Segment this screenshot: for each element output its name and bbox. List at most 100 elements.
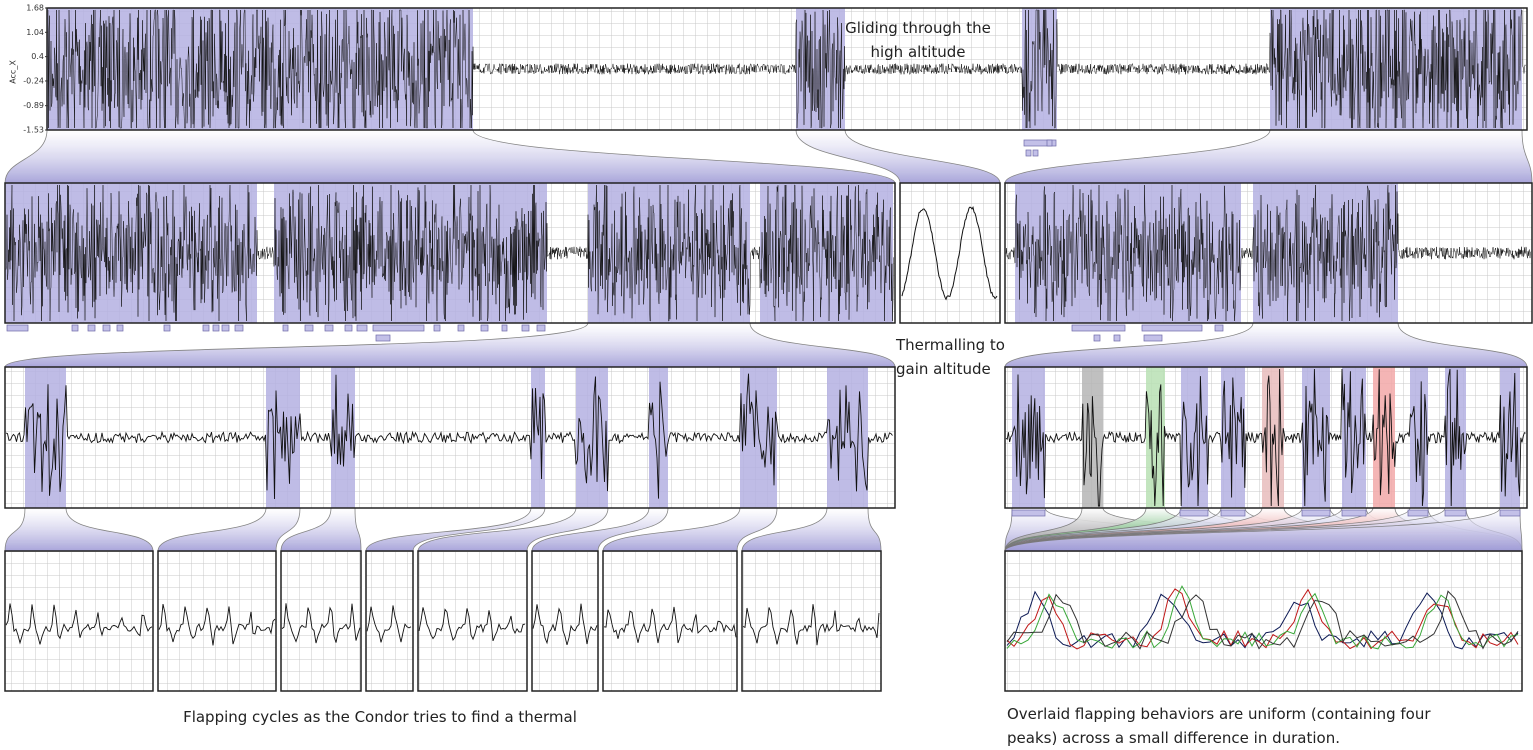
panel-frame [1004, 182, 1533, 324]
zoom-funnel [157, 507, 301, 552]
segment-marker [433, 324, 441, 332]
signal [47, 9, 1526, 129]
segment-marker [1071, 324, 1126, 332]
segment-marker [1025, 149, 1032, 157]
highlight [1410, 367, 1428, 508]
segment-marker [521, 324, 530, 332]
segment-marker [1214, 324, 1224, 332]
panel-frame [365, 550, 414, 692]
y-tick-label: -1.53 [23, 126, 44, 135]
panel-frame [602, 550, 738, 692]
signal [5, 373, 893, 500]
signal [1005, 184, 1531, 322]
segment-marker [212, 324, 220, 332]
segment-marker [1011, 509, 1046, 517]
annotation: high altitude [870, 43, 965, 61]
segment-marker [1444, 509, 1467, 517]
panel-grid [366, 551, 413, 691]
segment-marker [344, 324, 353, 332]
zoom-funnel [4, 322, 896, 368]
segment-marker [1179, 509, 1209, 517]
segment-marker [1023, 139, 1057, 147]
zoom-funnel [4, 129, 896, 184]
segment-marker [202, 324, 210, 332]
overlay-signal [1006, 590, 1519, 650]
signal [158, 604, 276, 646]
highlight [25, 367, 66, 508]
y-tick-label: 0.4 [31, 52, 44, 61]
panel-grid [1005, 551, 1522, 691]
overlay-signal [1006, 585, 1519, 650]
annotation: Overlaid flapping behaviors are uniform … [1007, 705, 1431, 723]
segment-marker [1093, 334, 1101, 342]
signal [532, 603, 598, 646]
y-tick-label: -0.24 [23, 76, 44, 85]
segment-marker [1301, 509, 1331, 517]
zoom-funnel [1004, 507, 1523, 552]
segment-marker [234, 324, 244, 332]
highlight [576, 367, 608, 508]
panel-frame [4, 182, 896, 324]
segment-marker [324, 324, 334, 332]
segment-marker [1143, 334, 1163, 342]
segment-marker [87, 324, 96, 332]
signal [603, 606, 737, 644]
segment-marker [163, 324, 171, 332]
segment-marker [536, 324, 546, 332]
y-tick-label: 1.68 [26, 4, 44, 13]
annotation: peaks) across a small difference in dura… [1007, 729, 1340, 747]
panel-grid [418, 551, 527, 691]
signal [1005, 368, 1526, 507]
signal [418, 607, 526, 642]
segment-marker [1341, 509, 1367, 517]
panel-grid [158, 551, 276, 691]
segment-marker [501, 324, 508, 332]
panel-frame [531, 550, 599, 692]
segment-marker [1032, 149, 1039, 157]
annotation: Gliding through the [845, 19, 991, 37]
signal [5, 184, 894, 322]
signal [742, 604, 880, 646]
segment-marker [71, 324, 79, 332]
highlight [649, 367, 668, 508]
segment-marker [1141, 324, 1203, 332]
segment-marker [6, 324, 29, 332]
panel-grid [603, 551, 737, 691]
signal [281, 603, 361, 644]
signal [5, 603, 153, 645]
segment-marker [116, 324, 124, 332]
highlight [1146, 367, 1165, 508]
y-axis-label: Acc_X [9, 60, 18, 84]
overlay-signal [1006, 590, 1519, 650]
segment-marker [304, 324, 314, 332]
segment-marker [221, 324, 230, 332]
panels [4, 7, 1533, 692]
signal [901, 205, 998, 301]
zoom-funnel [4, 507, 154, 552]
segment-marker [356, 324, 368, 332]
funnels [4, 129, 1533, 552]
annotation: Thermalling to [895, 336, 1005, 354]
annotation: gain altitude [896, 360, 991, 378]
segment-marker [1046, 139, 1053, 147]
panel-frame [4, 550, 154, 692]
annotation: Flapping cycles as the Condor tries to f… [183, 708, 577, 726]
segment-marker [480, 324, 489, 332]
panel-grid [900, 183, 1000, 323]
panel-frame [417, 550, 528, 692]
panel-frame [1004, 550, 1523, 692]
panel-frame [741, 550, 882, 692]
zoom-funnel [1004, 129, 1533, 184]
panel-frame [280, 550, 362, 692]
panel-frame [899, 182, 1001, 324]
y-tick-label: 1.04 [26, 28, 44, 37]
segment-marker [1407, 509, 1429, 517]
segment-marker [1113, 334, 1121, 342]
y-tick-label: -0.89 [23, 101, 44, 110]
panel-frame [46, 7, 1528, 131]
panel-grid [281, 551, 361, 691]
segment-marker [282, 324, 289, 332]
panel-grid [5, 551, 153, 691]
segment-marker [1499, 509, 1521, 517]
